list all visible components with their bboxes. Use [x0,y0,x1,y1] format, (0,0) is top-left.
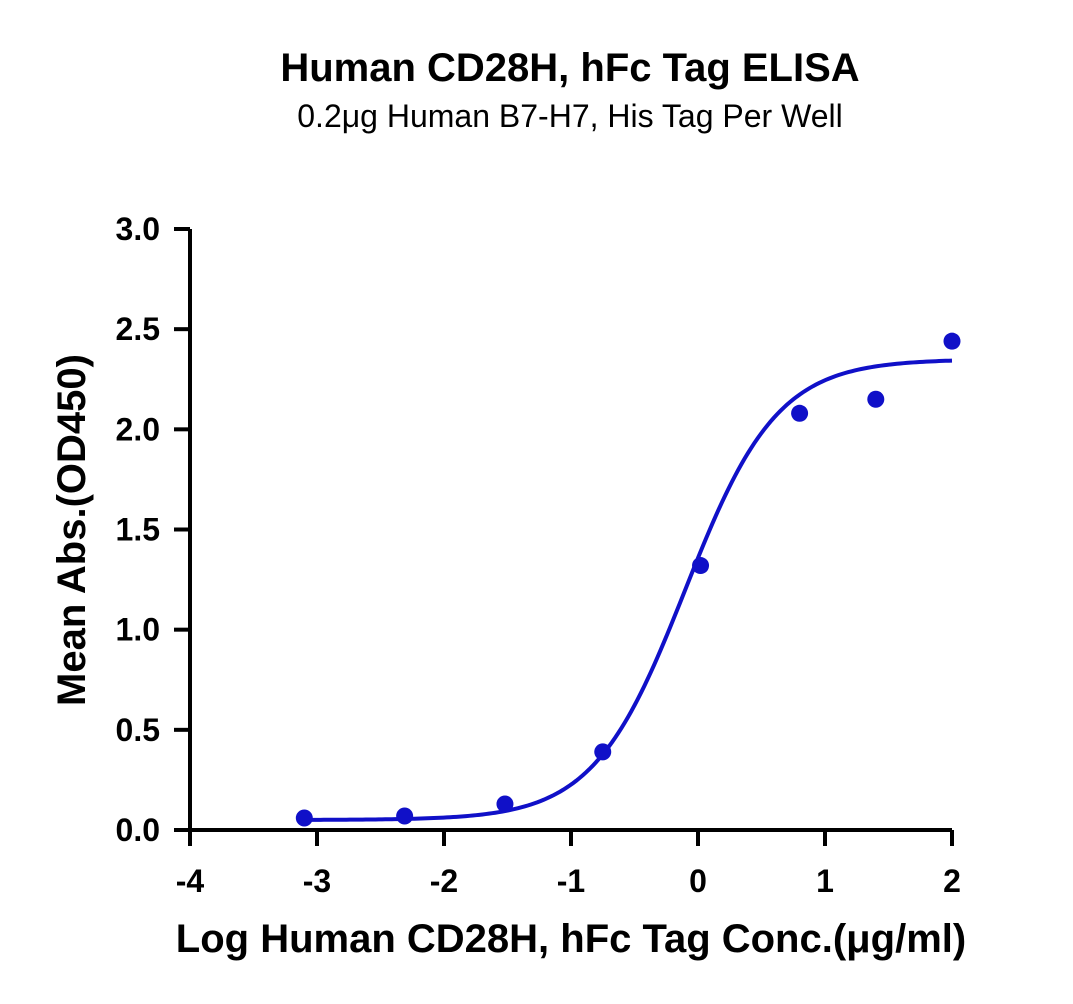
y-tick-label: 2.0 [116,411,160,447]
x-tick-label: -1 [557,863,585,899]
x-tick-label: 0 [689,863,707,899]
fit-curve [304,358,953,822]
chart-title: Human CD28H, hFc Tag ELISA [280,46,860,90]
data-point [692,557,710,575]
data-point [396,807,414,825]
x-tick-label: -2 [430,863,458,899]
data-point [791,404,809,422]
x-tick-label: -4 [176,863,205,899]
y-tick-label: 1.5 [116,512,160,548]
data-point [867,390,885,408]
y-axis-title: Mean Abs.(OD450) [50,354,94,706]
x-axis-title: Log Human CD28H, hFc Tag Conc.(μg/ml) [176,917,966,961]
x-tick-label: 1 [816,863,834,899]
data-points [295,332,961,827]
data-point [496,795,514,813]
y-tick-label: 0.0 [116,812,160,848]
x-axis-ticks: -4 -3 -2 -1 0 1 2 [176,830,961,899]
y-axis-ticks: 0.0 0.5 1.0 1.5 2.0 2.5 3.0 [116,211,190,848]
y-tick-label: 3.0 [116,211,160,247]
x-tick-label: -3 [303,863,331,899]
data-point [943,332,961,350]
y-tick-label: 2.5 [116,311,160,347]
data-point [594,743,612,761]
chart-subtitle: 0.2μg Human B7-H7, His Tag Per Well [297,98,843,134]
x-tick-label: 2 [943,863,961,899]
y-tick-label: 1.0 [116,612,160,648]
y-tick-label: 0.5 [116,712,160,748]
data-point [295,809,313,827]
